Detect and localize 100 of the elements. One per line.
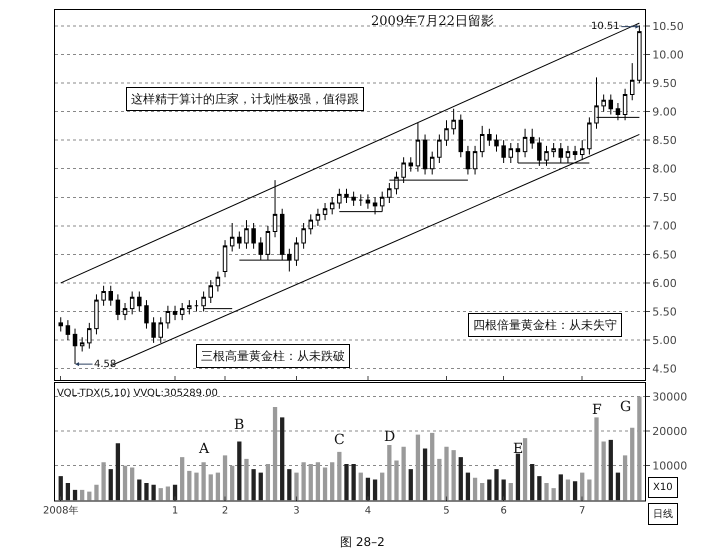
bar	[272, 406, 278, 500]
bar	[630, 428, 634, 500]
candlestick	[501, 140, 506, 164]
candlestick	[251, 222, 256, 250]
candlestick	[387, 182, 392, 204]
bar	[187, 470, 192, 500]
candlestick	[458, 114, 464, 158]
bar	[101, 462, 106, 500]
candlestick	[437, 134, 442, 164]
bar	[137, 480, 142, 500]
bar	[244, 458, 249, 500]
candlestick	[572, 145, 578, 161]
bar	[508, 482, 513, 500]
candlestick	[237, 231, 242, 250]
bar	[480, 482, 484, 500]
bar	[322, 467, 328, 500]
candlestick	[216, 271, 220, 292]
candlestick	[294, 236, 299, 266]
candlestick	[580, 140, 584, 161]
candlestick	[358, 194, 364, 206]
annotation: 4.58	[94, 359, 116, 370]
text: X10	[653, 482, 673, 493]
bar	[552, 488, 556, 500]
bar	[158, 488, 163, 500]
y-tick-label: 4.50	[652, 362, 677, 376]
candlestick	[208, 280, 214, 304]
bar	[308, 464, 313, 500]
y-tick-label: 9.00	[652, 105, 677, 118]
bar	[587, 480, 592, 500]
candlestick	[322, 202, 328, 221]
bar	[166, 486, 170, 500]
candlestick	[494, 134, 499, 152]
bar	[394, 460, 399, 500]
candlestick	[416, 122, 420, 172]
bar	[487, 480, 492, 500]
bar	[301, 462, 306, 500]
candlestick	[601, 94, 606, 112]
bar	[208, 474, 213, 500]
candlestick	[108, 285, 113, 306]
candlestick	[116, 294, 120, 321]
candlestick	[480, 125, 484, 158]
y-tick-label: 8.00	[652, 162, 677, 176]
y-tick-label: 5.00	[652, 334, 677, 347]
y-tick-label: 10.50	[652, 20, 684, 33]
annotation: 四根倍量黄金柱：从未失守	[473, 318, 617, 332]
y-tick-label: 5.50	[652, 305, 677, 318]
bar	[108, 469, 113, 500]
x-tick-label: 5	[443, 505, 450, 516]
candlestick	[444, 120, 449, 146]
annotation: VOL-TDX(5,10) VVOL:305289.00	[57, 388, 218, 399]
y-tick-label: 30000	[652, 390, 688, 404]
candlestick	[530, 128, 534, 150]
bar	[616, 472, 620, 500]
bar	[537, 476, 542, 500]
bar	[330, 462, 334, 500]
bar	[237, 442, 242, 500]
bar	[80, 490, 84, 500]
bar	[194, 472, 199, 500]
bar	[122, 466, 128, 500]
bar	[58, 476, 63, 500]
bar	[130, 467, 134, 500]
candlestick	[122, 302, 128, 321]
y-tick-label: 10.00	[652, 48, 684, 62]
candlestick	[230, 222, 234, 252]
bar	[144, 482, 149, 500]
candlestick	[408, 156, 414, 172]
bar	[472, 478, 478, 500]
x-tick-label: 1	[172, 505, 178, 516]
y-tick-label: 10000	[652, 460, 688, 473]
candlestick	[137, 291, 142, 312]
bar	[216, 472, 220, 500]
bar	[116, 443, 120, 500]
bar	[566, 480, 570, 500]
y-tick-label: 7.50	[652, 191, 677, 204]
candlestick	[272, 180, 278, 238]
bar	[87, 492, 92, 500]
annotation: A	[198, 441, 210, 457]
annotation: G	[620, 399, 632, 415]
bar	[572, 481, 578, 500]
bar	[222, 455, 228, 500]
bar	[466, 472, 470, 500]
bar	[580, 472, 584, 500]
candlestick	[487, 128, 492, 146]
candlestick	[344, 188, 349, 204]
bar	[337, 452, 342, 500]
candlestick	[101, 285, 106, 306]
bar	[594, 417, 599, 500]
x-tick-label: 7	[579, 505, 586, 516]
bar	[180, 457, 184, 500]
bar	[372, 480, 378, 500]
x-tick-label: 2008年	[43, 504, 78, 516]
candlestick	[87, 322, 92, 350]
candlestick	[316, 208, 320, 226]
caption: 图 28–2	[340, 535, 385, 549]
candlestick	[180, 302, 184, 321]
candlestick	[508, 142, 514, 164]
candlestick	[66, 320, 70, 341]
candlestick	[472, 145, 478, 175]
bar	[422, 448, 428, 500]
bar	[344, 464, 349, 500]
